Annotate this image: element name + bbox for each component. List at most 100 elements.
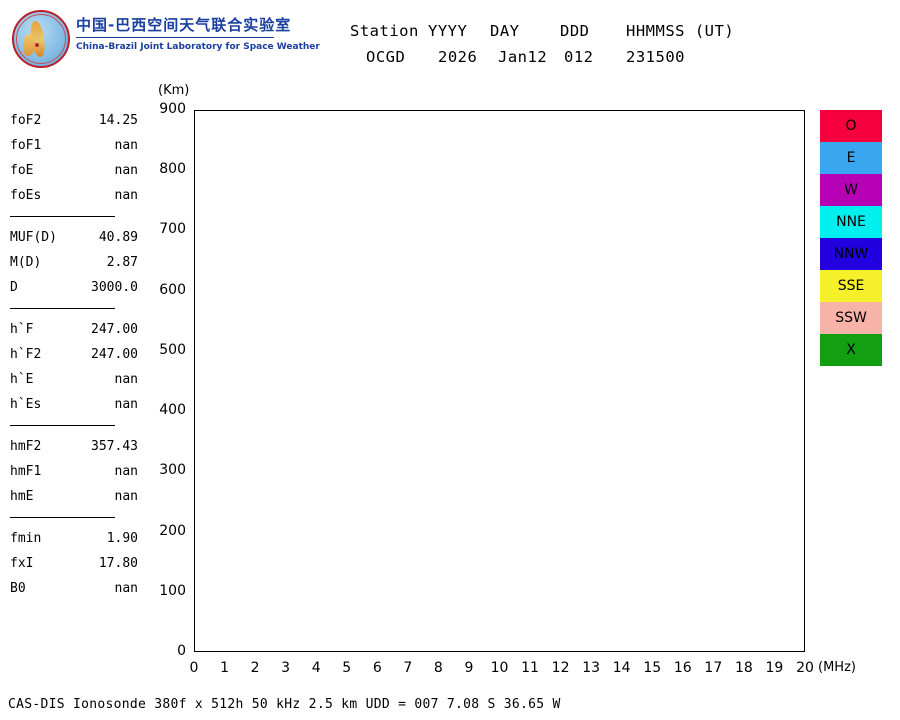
param-row-hf: h`F 247.00 bbox=[10, 317, 150, 342]
x-axis-unit-label: (MHz) bbox=[818, 660, 856, 675]
y-tick-label: 800 bbox=[159, 161, 186, 178]
label-station: Station bbox=[350, 22, 419, 40]
x-tick-label: 9 bbox=[464, 660, 474, 676]
legend-item-w[interactable]: W bbox=[820, 174, 882, 206]
param-divider bbox=[10, 425, 115, 426]
y-tick-label: 0 bbox=[177, 643, 186, 659]
param-name: foF2 bbox=[10, 113, 42, 128]
y-tick-label: 900 bbox=[159, 101, 186, 117]
x-tick-label: 1 bbox=[220, 660, 229, 676]
logo-station-dot-icon bbox=[35, 43, 39, 47]
legend-item-o[interactable]: O bbox=[820, 110, 882, 142]
param-name: D bbox=[10, 280, 18, 295]
x-tick-label: 7 bbox=[403, 660, 413, 676]
param-divider bbox=[10, 308, 115, 309]
param-value: 2.87 bbox=[106, 255, 138, 270]
x-tick-label: 3 bbox=[281, 660, 291, 676]
label-year: YYYY bbox=[428, 22, 468, 40]
param-row-hmf2: hmF2 357.43 bbox=[10, 434, 150, 459]
param-row-hmf1: hmF1 nan bbox=[10, 459, 150, 484]
param-divider bbox=[10, 517, 115, 518]
station-header-labels: Station YYYY DAY DDD HHMMSS (UT) bbox=[350, 18, 734, 44]
x-tick-label: 0 bbox=[189, 660, 199, 676]
param-name: foF1 bbox=[10, 138, 42, 153]
x-tick-label: 17 bbox=[704, 660, 723, 676]
param-row-fmin: fmin 1.90 bbox=[10, 526, 150, 551]
value-doy: 012 bbox=[564, 48, 594, 66]
label-doy: DDD bbox=[560, 22, 590, 40]
label-time: HHMMSS (UT) bbox=[626, 22, 735, 40]
value-station: OCGD bbox=[366, 48, 406, 66]
param-value: nan bbox=[114, 188, 138, 203]
y-tick-label: 100 bbox=[159, 582, 186, 599]
param-value: 17.80 bbox=[98, 556, 138, 571]
value-time: 231500 bbox=[626, 48, 685, 66]
param-row-md: M(D) 2.87 bbox=[10, 250, 150, 275]
param-row-he: h`E nan bbox=[10, 367, 150, 392]
param-value: nan bbox=[114, 138, 138, 153]
ionogram-parameters-panel: foF2 14.25 foF1 nan foE nan foEs nan MUF(D) 40.89… bbox=[10, 108, 150, 601]
x-tick-label: 12 bbox=[551, 660, 570, 676]
legend-item-nnw[interactable]: NNW bbox=[820, 238, 882, 270]
station-header: Station YYYY DAY DDD HHMMSS (UT) OCGD 2026 Jan… bbox=[350, 18, 734, 70]
label-day: DAY bbox=[490, 22, 520, 40]
ionogram-plot bbox=[194, 110, 805, 652]
lab-title-chinese: 中国-巴西空间天气联合实验室 bbox=[76, 16, 292, 34]
legend-item-e[interactable]: E bbox=[820, 142, 882, 174]
x-tick-label: 14 bbox=[612, 660, 631, 676]
param-row-fxi: fxI 17.80 bbox=[10, 551, 150, 576]
param-value: nan bbox=[114, 489, 138, 504]
param-name: h`E bbox=[10, 372, 34, 387]
param-name: B0 bbox=[10, 581, 26, 596]
lab-title-english: China-Brazil Joint Laboratory for Space … bbox=[76, 42, 320, 52]
legend-item-sse[interactable]: SSE bbox=[820, 270, 882, 302]
param-value: 357.43 bbox=[91, 439, 138, 454]
y-tick-label: 700 bbox=[159, 221, 186, 238]
instrument-footer-text: CAS-DIS Ionosonde 380f x 512h 50 kHz 2.5… bbox=[8, 697, 561, 712]
lab-logo: 中国-巴西空间天气联合实验室 China-Brazil Joint Labora… bbox=[8, 6, 320, 68]
param-name: fxI bbox=[10, 556, 34, 571]
param-name: M(D) bbox=[10, 255, 42, 270]
y-tick-label: 600 bbox=[159, 281, 186, 298]
param-row-mufd: MUF(D) 40.89 bbox=[10, 225, 150, 250]
x-tick-label: 20 bbox=[796, 660, 814, 676]
mode-legend: O E W NNE NNW SSE SSW X bbox=[820, 110, 882, 366]
y-tick-label: 500 bbox=[159, 341, 186, 358]
param-value: nan bbox=[114, 464, 138, 479]
x-tick-label: 16 bbox=[673, 660, 692, 676]
param-name: MUF(D) bbox=[10, 230, 57, 245]
x-tick-label: 2 bbox=[250, 660, 260, 676]
x-tick-label: 10 bbox=[490, 660, 509, 676]
param-row-b0: B0 nan bbox=[10, 576, 150, 601]
y-tick-label: 400 bbox=[159, 402, 186, 419]
y-axis-unit-label: (Km) bbox=[158, 83, 190, 98]
logo-divider bbox=[76, 37, 274, 38]
param-name: h`F bbox=[10, 322, 34, 337]
param-name: hmF1 bbox=[10, 464, 42, 479]
param-name: foE bbox=[10, 163, 34, 178]
param-value: 40.89 bbox=[98, 230, 138, 245]
param-value: 247.00 bbox=[91, 322, 138, 337]
legend-item-nne[interactable]: NNE bbox=[820, 206, 882, 238]
legend-item-x[interactable]: X bbox=[820, 334, 882, 366]
x-tick-label: 4 bbox=[311, 660, 321, 676]
param-value: 3000.0 bbox=[91, 280, 138, 295]
x-tick-label: 18 bbox=[734, 660, 753, 676]
param-row-hes: h`Es nan bbox=[10, 392, 150, 417]
param-divider bbox=[10, 216, 115, 217]
param-name: hmF2 bbox=[10, 439, 42, 454]
legend-item-ssw[interactable]: SSW bbox=[820, 302, 882, 334]
plot-frame bbox=[194, 110, 805, 652]
y-tick-label: 200 bbox=[159, 522, 186, 539]
param-value: nan bbox=[114, 163, 138, 178]
param-name: hmE bbox=[10, 489, 34, 504]
x-tick-label: 5 bbox=[342, 660, 352, 676]
globe-logo-icon bbox=[12, 10, 70, 68]
param-row-d: D 3000.0 bbox=[10, 275, 150, 300]
value-year: 2026 bbox=[438, 48, 478, 66]
param-name: h`Es bbox=[10, 397, 42, 412]
param-value: 247.00 bbox=[91, 347, 138, 362]
param-row-hf2: h`F2 247.00 bbox=[10, 342, 150, 367]
x-tick-label: 13 bbox=[582, 660, 601, 676]
param-row-hme: hmE nan bbox=[10, 484, 150, 509]
